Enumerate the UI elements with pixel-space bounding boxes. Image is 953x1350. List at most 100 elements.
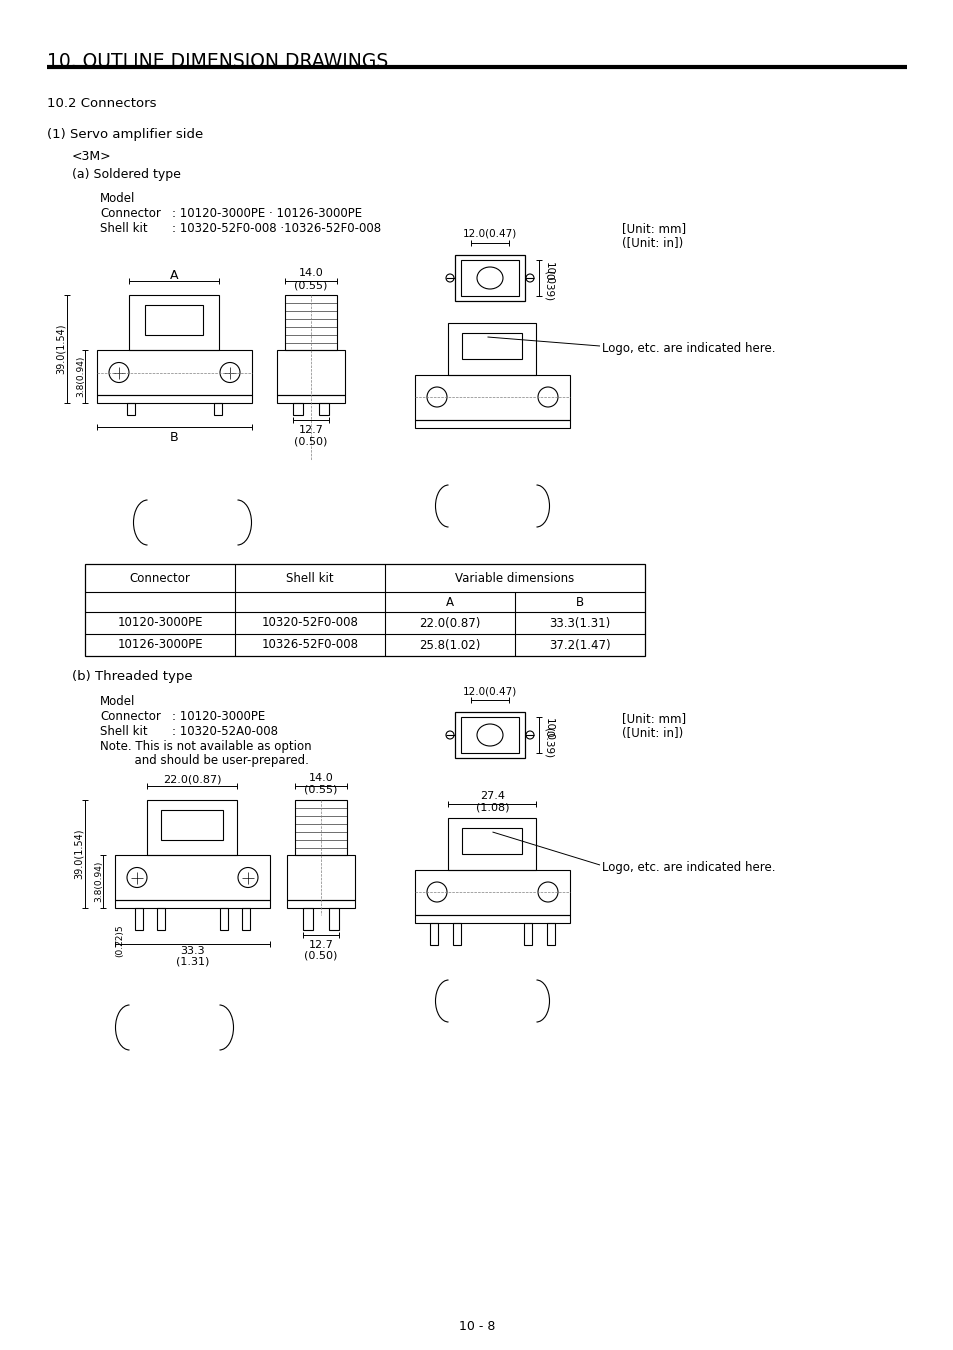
Text: 33.3: 33.3 bbox=[180, 946, 205, 956]
Text: [Unit: mm]: [Unit: mm] bbox=[621, 711, 685, 725]
Text: [Unit: mm]: [Unit: mm] bbox=[621, 221, 685, 235]
Text: 3.8(0.94): 3.8(0.94) bbox=[76, 356, 86, 397]
Text: B: B bbox=[170, 431, 178, 444]
Bar bbox=[293, 404, 303, 414]
Text: (1) Servo amplifier side: (1) Servo amplifier side bbox=[47, 128, 203, 140]
Text: Model: Model bbox=[100, 695, 135, 707]
Text: 10120-3000PE: 10120-3000PE bbox=[117, 617, 203, 629]
Text: (0.39): (0.39) bbox=[543, 728, 554, 759]
Text: 14.0: 14.0 bbox=[309, 774, 333, 783]
Bar bbox=[285, 296, 336, 350]
Bar bbox=[213, 404, 222, 414]
Bar bbox=[161, 810, 223, 840]
Bar bbox=[448, 323, 536, 375]
Text: ([Unit: in]): ([Unit: in]) bbox=[621, 238, 682, 250]
Text: 12.0(0.47): 12.0(0.47) bbox=[462, 230, 517, 239]
Text: (0.50): (0.50) bbox=[304, 950, 337, 961]
Text: (1.31): (1.31) bbox=[175, 957, 209, 967]
Text: Connector: Connector bbox=[100, 710, 161, 724]
Bar bbox=[242, 909, 250, 930]
Bar bbox=[146, 305, 203, 335]
Bar bbox=[415, 869, 569, 915]
Text: : 10320-52A0-008: : 10320-52A0-008 bbox=[172, 725, 277, 738]
Bar bbox=[157, 909, 165, 930]
Bar bbox=[148, 801, 237, 855]
Bar bbox=[135, 909, 143, 930]
Bar bbox=[287, 855, 355, 900]
Text: 25.8(1.02): 25.8(1.02) bbox=[419, 639, 480, 652]
Text: 39.0(1.54): 39.0(1.54) bbox=[74, 829, 84, 879]
Text: A: A bbox=[170, 269, 178, 282]
Text: 22.0(0.87): 22.0(0.87) bbox=[419, 617, 480, 629]
Text: 39.0(1.54): 39.0(1.54) bbox=[56, 324, 66, 374]
Bar bbox=[115, 900, 270, 909]
Text: Model: Model bbox=[100, 192, 135, 205]
Text: 10126-3000PE: 10126-3000PE bbox=[117, 639, 203, 652]
Bar bbox=[448, 818, 536, 869]
Bar bbox=[462, 828, 522, 855]
Text: (0.50): (0.50) bbox=[294, 436, 327, 446]
Text: Note. This is not available as option: Note. This is not available as option bbox=[100, 740, 312, 753]
Text: (b) Threaded type: (b) Threaded type bbox=[71, 670, 193, 683]
Bar bbox=[130, 296, 219, 350]
Bar bbox=[462, 333, 522, 359]
Bar bbox=[97, 350, 252, 396]
Text: A: A bbox=[446, 595, 454, 609]
Text: : 10120-3000PE: : 10120-3000PE bbox=[172, 710, 265, 724]
Bar bbox=[460, 717, 518, 753]
Text: 12.7: 12.7 bbox=[298, 425, 323, 435]
Text: 27.4: 27.4 bbox=[479, 791, 504, 801]
Bar bbox=[276, 350, 345, 396]
Bar bbox=[453, 923, 460, 945]
Text: 10. OUTLINE DIMENSION DRAWINGS: 10. OUTLINE DIMENSION DRAWINGS bbox=[47, 53, 388, 72]
Bar bbox=[303, 909, 313, 930]
Text: (a) Soldered type: (a) Soldered type bbox=[71, 167, 181, 181]
Bar bbox=[85, 564, 644, 656]
Text: 37.2(1.47): 37.2(1.47) bbox=[549, 639, 610, 652]
Bar bbox=[546, 923, 555, 945]
Text: : 10320-52F0-008 ·10326-52F0-008: : 10320-52F0-008 ·10326-52F0-008 bbox=[172, 221, 381, 235]
Bar bbox=[329, 909, 338, 930]
Bar bbox=[460, 261, 518, 296]
Bar bbox=[294, 801, 347, 855]
Bar bbox=[318, 404, 329, 414]
Bar bbox=[523, 923, 532, 945]
Text: Logo, etc. are indicated here.: Logo, etc. are indicated here. bbox=[601, 861, 775, 873]
Bar bbox=[287, 900, 355, 909]
Bar bbox=[97, 396, 252, 404]
Bar bbox=[415, 915, 569, 923]
Text: Shell kit: Shell kit bbox=[100, 221, 148, 235]
Text: (0.55): (0.55) bbox=[304, 784, 337, 795]
Text: (0.22)5: (0.22)5 bbox=[115, 923, 125, 957]
Text: 12.0(0.47): 12.0(0.47) bbox=[462, 686, 517, 697]
Text: : 10120-3000PE · 10126-3000PE: : 10120-3000PE · 10126-3000PE bbox=[172, 207, 362, 220]
Bar bbox=[276, 396, 345, 404]
Bar bbox=[455, 711, 524, 757]
Text: 33.3(1.31): 33.3(1.31) bbox=[549, 617, 610, 629]
Text: 12.7: 12.7 bbox=[308, 940, 334, 950]
Text: Connector: Connector bbox=[130, 571, 191, 585]
Bar bbox=[127, 404, 135, 414]
Text: 10.0: 10.0 bbox=[543, 718, 554, 741]
Text: 3.8(0.94): 3.8(0.94) bbox=[94, 861, 103, 902]
Text: Shell kit: Shell kit bbox=[100, 725, 148, 738]
Text: ([Unit: in]): ([Unit: in]) bbox=[621, 728, 682, 740]
Text: 10 - 8: 10 - 8 bbox=[458, 1320, 495, 1332]
Bar bbox=[220, 909, 228, 930]
Bar bbox=[415, 375, 569, 420]
Text: 14.0: 14.0 bbox=[298, 269, 323, 278]
Text: 22.0(0.87): 22.0(0.87) bbox=[163, 774, 221, 784]
Text: and should be user-prepared.: and should be user-prepared. bbox=[112, 755, 309, 767]
Text: 10320-52F0-008: 10320-52F0-008 bbox=[261, 617, 358, 629]
Bar bbox=[430, 923, 437, 945]
Text: Variable dimensions: Variable dimensions bbox=[455, 571, 574, 585]
Text: 10.2 Connectors: 10.2 Connectors bbox=[47, 97, 156, 109]
Text: 10326-52F0-008: 10326-52F0-008 bbox=[261, 639, 358, 652]
Text: Connector: Connector bbox=[100, 207, 161, 220]
Text: (1.08): (1.08) bbox=[476, 803, 509, 813]
Text: (0.55): (0.55) bbox=[294, 279, 327, 290]
Text: 10.0: 10.0 bbox=[543, 262, 554, 285]
Text: B: B bbox=[576, 595, 583, 609]
Bar bbox=[455, 255, 524, 301]
Text: (0.39): (0.39) bbox=[543, 270, 554, 301]
